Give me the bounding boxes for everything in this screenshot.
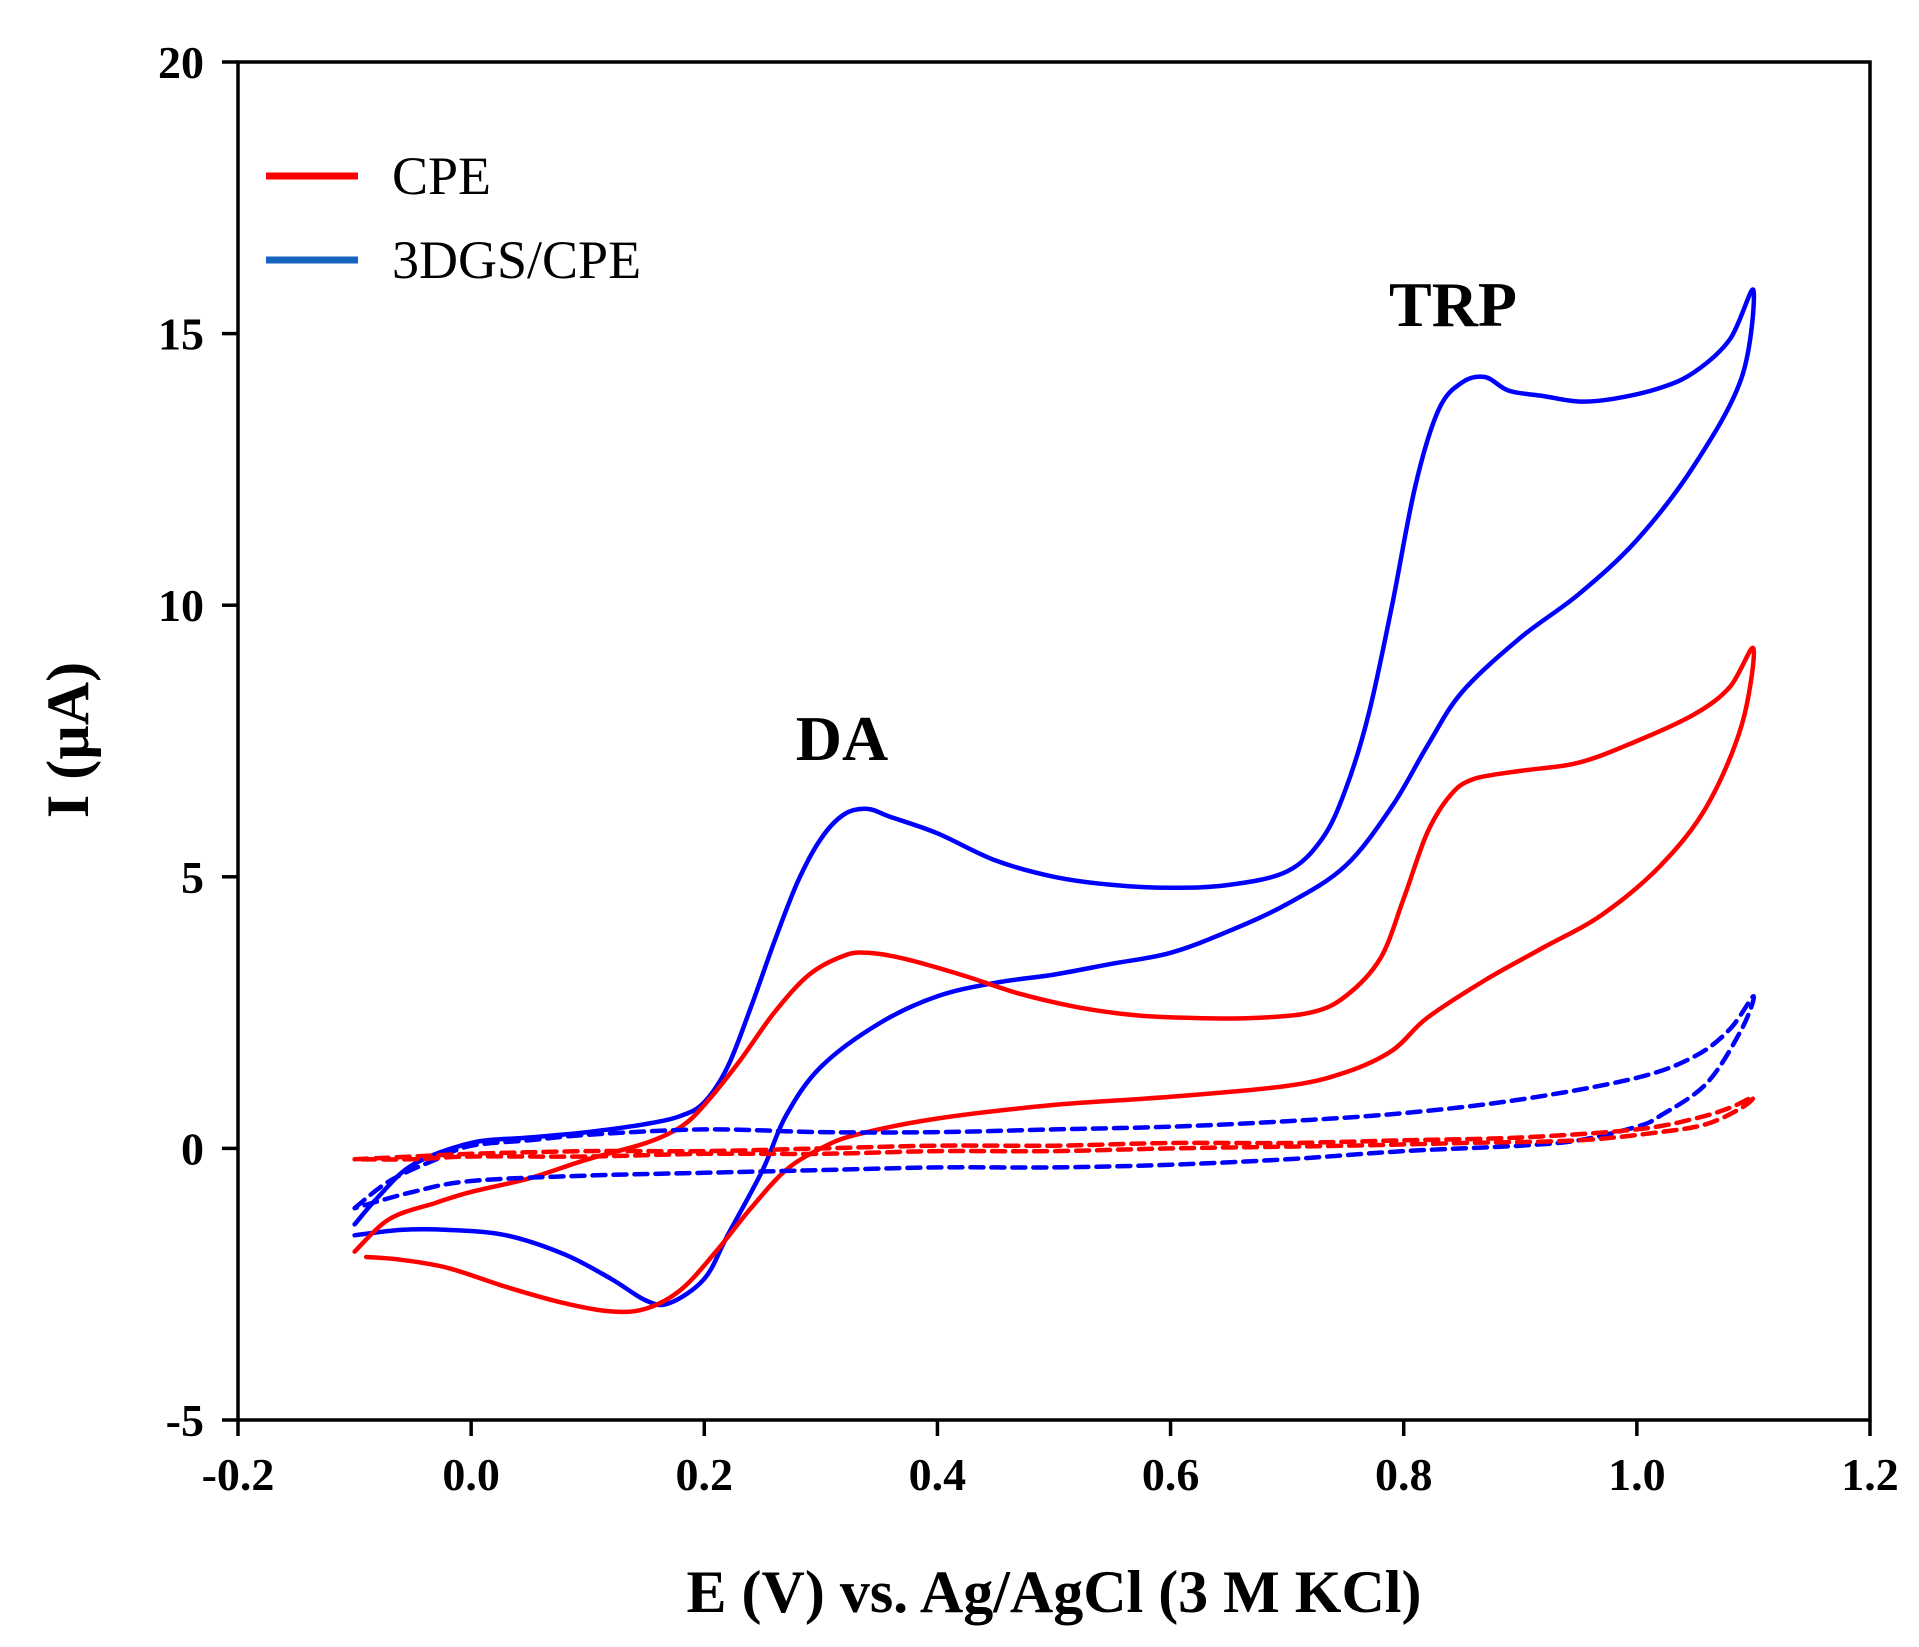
series-line-cpe-with-da-trp (352, 645, 1757, 1315)
series-line-3dgs-cpe-with-da-trp (352, 287, 1757, 1308)
annotation-da: DA (796, 703, 888, 774)
y-tick-label: 15 (158, 309, 204, 360)
x-tick-label: 0.4 (909, 1449, 967, 1500)
series-line-3dgs-cpe-blank (352, 994, 1757, 1211)
series-line-cpe-blank (352, 1094, 1757, 1162)
y-axis-title: I (µA) (35, 662, 101, 818)
x-axis-title: E (V) vs. Ag/AgCl (3 M KCl) (687, 1559, 1422, 1625)
legend-label-3dgs-cpe: 3DGS/CPE (392, 230, 641, 290)
annotation-trp: TRP (1389, 269, 1517, 340)
y-tick-label: -5 (166, 1395, 204, 1446)
y-tick-label: 10 (158, 580, 204, 631)
y-tick-label: 0 (181, 1123, 204, 1174)
y-tick-label: 20 (158, 37, 204, 88)
x-tick-label: 1.2 (1841, 1449, 1899, 1500)
x-tick-label: 0.2 (676, 1449, 734, 1500)
y-axis: -5 0 5 10 15 20 (158, 37, 238, 1446)
legend-label-cpe: CPE (392, 146, 491, 206)
x-axis: -0.2 0.0 0.2 0.4 0.6 0.8 1.0 1.2 (202, 1420, 1899, 1500)
legend: CPE 3DGS/CPE (266, 146, 641, 290)
y-tick-label: 5 (181, 852, 204, 903)
x-tick-label: -0.2 (202, 1449, 275, 1500)
x-tick-label: 0.8 (1375, 1449, 1433, 1500)
series-layer (352, 287, 1757, 1315)
x-tick-label: 0.0 (442, 1449, 500, 1500)
x-tick-label: 0.6 (1142, 1449, 1200, 1500)
x-tick-label: 1.0 (1608, 1449, 1666, 1500)
plot-frame (236, 60, 1872, 1422)
